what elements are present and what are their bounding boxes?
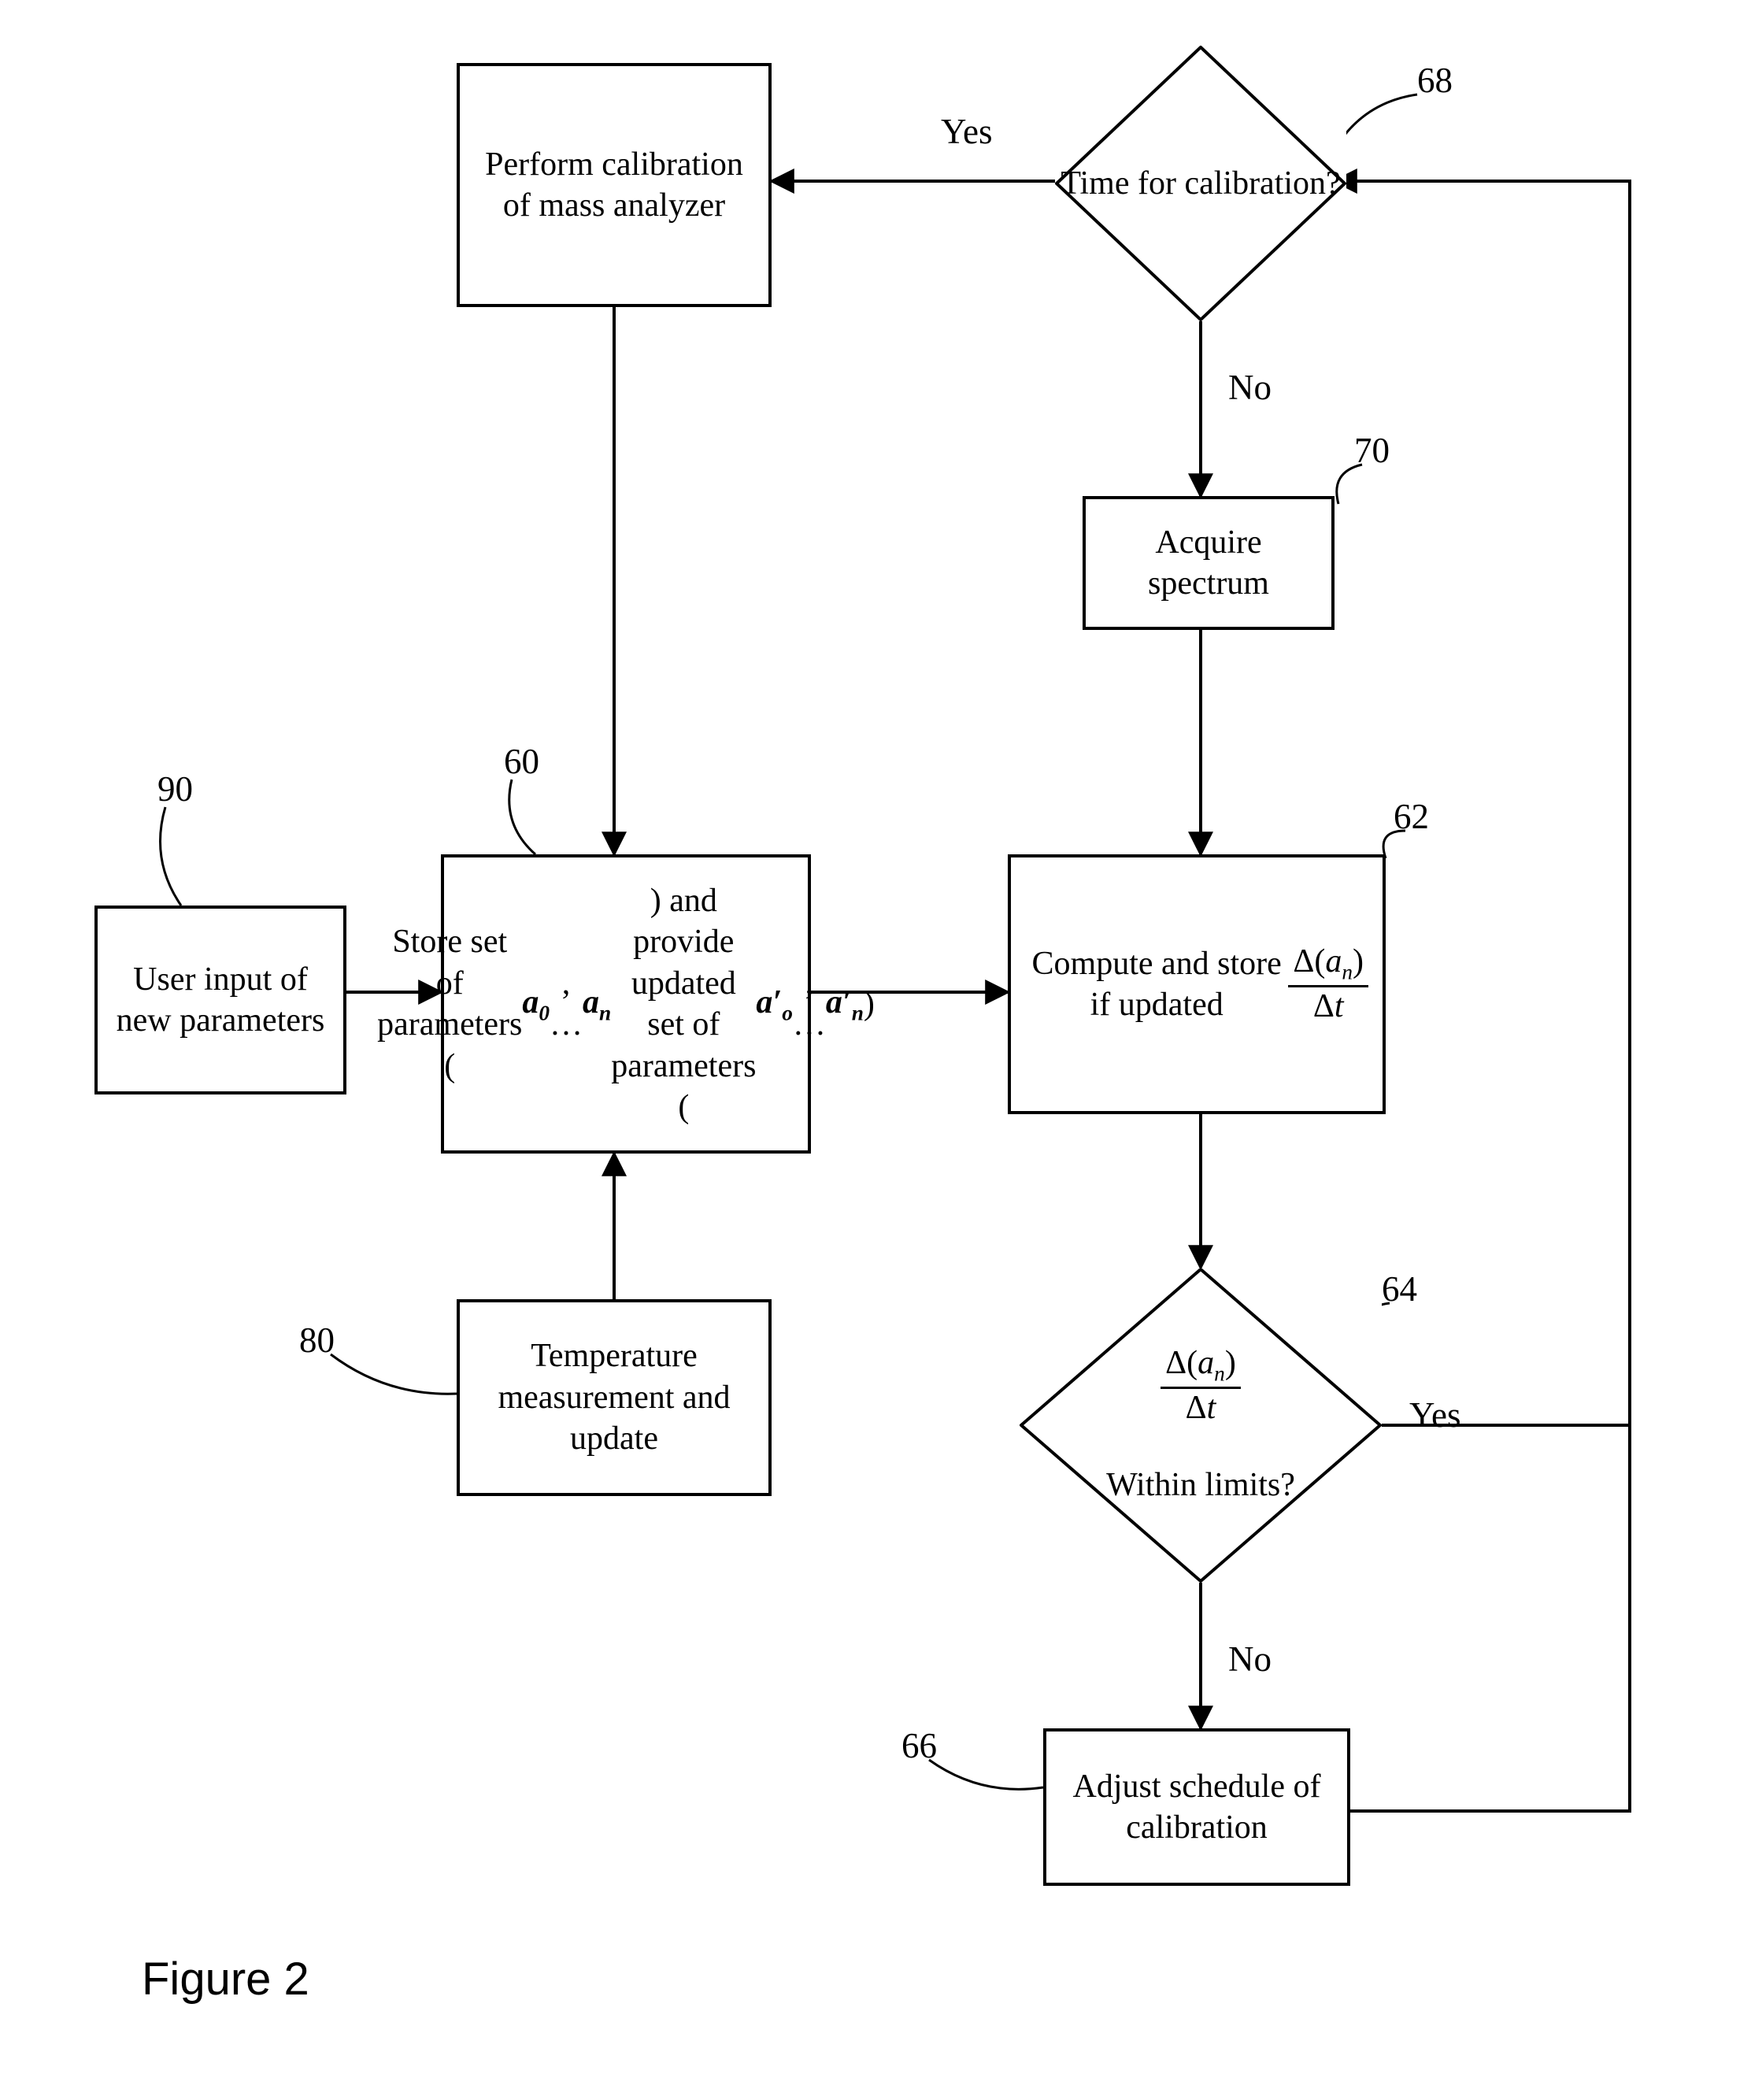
node-ref-66: 66 (901, 1728, 937, 1764)
adjust-schedule-box: Adjust schedule of calibration (1043, 1728, 1350, 1886)
store-params-box: Store set of parameters (a0, … an) and p… (441, 854, 811, 1154)
node-ref-60: 60 (504, 744, 539, 780)
node-ref-70: 70 (1354, 433, 1390, 469)
within-limits-decision: Δ(an)ΔtWithin limits? (1020, 1268, 1382, 1583)
no-label-limit: No (1228, 1642, 1272, 1677)
node-ref-68: 68 (1417, 63, 1453, 98)
time-for-calibration-decision: Time for calibration? (1055, 46, 1346, 321)
yes-label-limit: Yes (1409, 1398, 1460, 1433)
figure-caption: Figure 2 (142, 1953, 309, 2006)
node-ref-90: 90 (157, 772, 193, 807)
node-ref-64: 64 (1382, 1272, 1417, 1307)
yes-label-top: Yes (941, 114, 992, 150)
no-label-top: No (1228, 370, 1272, 406)
node-ref-80: 80 (299, 1323, 335, 1358)
user-input-box: User input of new parameters (94, 906, 346, 1094)
node-ref-62: 62 (1394, 799, 1429, 835)
temperature-box: Temperature measurement and update (457, 1299, 772, 1496)
perform-calibration-box: Perform calibration of mass analyzer (457, 63, 772, 307)
acquire-spectrum-box: Acquire spectrum (1083, 496, 1335, 630)
compute-store-box: Compute and store if updatedΔ(an)Δt (1008, 854, 1386, 1114)
